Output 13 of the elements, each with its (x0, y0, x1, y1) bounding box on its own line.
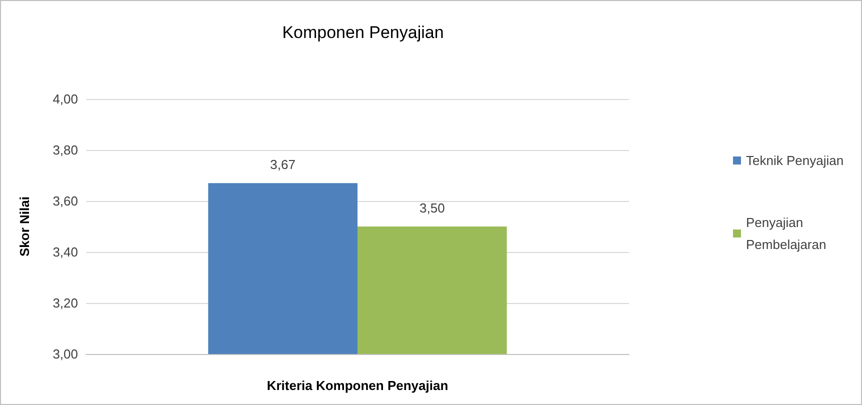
y-tick-label: 3,00 (52, 346, 78, 362)
data-label: 3,67 (270, 157, 296, 172)
x-axis-title: Kriteria Komponen Penyajian (266, 378, 448, 393)
legend-label: Penyajian Pembelajaran (746, 215, 826, 252)
legend-label: Teknik Penyajian (746, 153, 844, 168)
y-tick-label: 3,60 (52, 194, 78, 208)
y-tick-label: 3,40 (52, 244, 78, 260)
chart-title: Komponen Penyajian (282, 23, 444, 42)
y-tick-label: 3,80 (52, 142, 78, 158)
data-label: 3,50 (420, 200, 445, 216)
y-axis-title: Skor Nilai (17, 196, 32, 256)
y-tick-label: 3,20 (52, 296, 78, 310)
y-tick-label: 4,00 (52, 92, 78, 106)
